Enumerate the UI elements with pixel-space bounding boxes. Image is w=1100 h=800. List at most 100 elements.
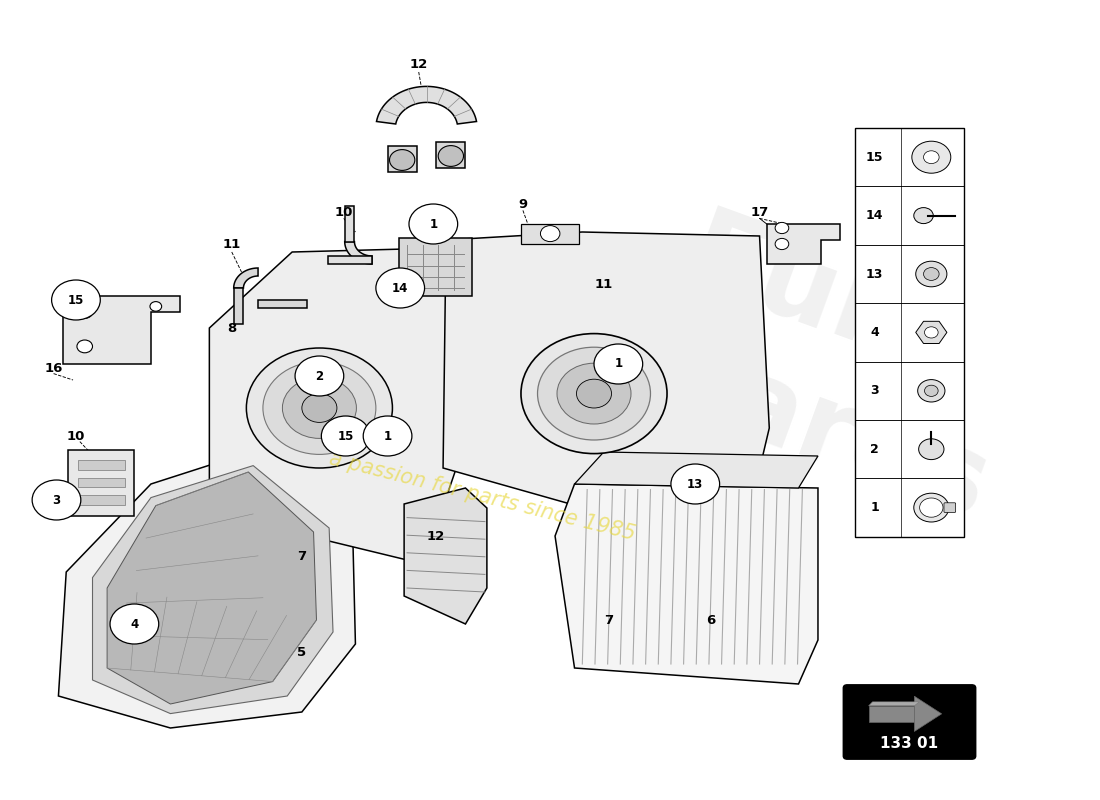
Circle shape (263, 362, 376, 454)
Text: 5: 5 (297, 646, 307, 658)
Polygon shape (914, 696, 942, 731)
Circle shape (77, 340, 92, 353)
Circle shape (110, 604, 158, 644)
Polygon shape (92, 466, 333, 714)
Polygon shape (78, 460, 124, 470)
Text: 9: 9 (518, 198, 528, 210)
Polygon shape (344, 206, 354, 242)
Text: 15: 15 (866, 150, 883, 164)
Circle shape (409, 204, 458, 244)
Text: 133 01: 133 01 (880, 736, 938, 751)
Circle shape (77, 306, 92, 318)
Text: 1: 1 (614, 358, 623, 370)
Circle shape (557, 363, 631, 424)
Polygon shape (869, 706, 914, 722)
Circle shape (246, 348, 393, 468)
Circle shape (776, 222, 789, 234)
Polygon shape (78, 495, 124, 505)
Polygon shape (855, 128, 964, 537)
Text: 3: 3 (870, 384, 879, 398)
Polygon shape (574, 452, 818, 488)
Circle shape (295, 356, 343, 396)
Circle shape (538, 347, 650, 440)
Polygon shape (233, 288, 243, 324)
Circle shape (920, 498, 943, 518)
FancyBboxPatch shape (944, 503, 956, 513)
Polygon shape (78, 478, 124, 487)
Circle shape (32, 480, 80, 520)
Text: 4: 4 (870, 326, 879, 339)
Polygon shape (521, 224, 580, 244)
Text: 15: 15 (68, 294, 84, 306)
Polygon shape (328, 256, 372, 264)
Text: 2: 2 (316, 370, 323, 382)
Text: 2: 2 (870, 442, 879, 456)
Polygon shape (404, 488, 487, 624)
Polygon shape (233, 268, 258, 288)
Circle shape (283, 378, 356, 438)
Text: 10: 10 (67, 430, 85, 442)
Circle shape (540, 226, 560, 242)
Polygon shape (768, 224, 840, 264)
Text: 17: 17 (750, 206, 769, 218)
Circle shape (917, 380, 945, 402)
Text: 7: 7 (297, 550, 307, 562)
Circle shape (321, 416, 370, 456)
Text: 6: 6 (706, 614, 715, 626)
Circle shape (376, 268, 425, 308)
Circle shape (914, 493, 949, 522)
Circle shape (924, 267, 939, 280)
Text: 4: 4 (130, 618, 139, 630)
Polygon shape (443, 232, 769, 552)
FancyBboxPatch shape (844, 685, 976, 759)
Polygon shape (58, 448, 355, 728)
Text: 1: 1 (429, 218, 438, 230)
Circle shape (776, 238, 789, 250)
Text: 13: 13 (688, 478, 703, 490)
Text: 12: 12 (409, 58, 428, 70)
Polygon shape (915, 322, 947, 343)
Polygon shape (387, 146, 417, 172)
Polygon shape (68, 450, 134, 516)
Polygon shape (107, 472, 317, 704)
Circle shape (52, 280, 100, 320)
Text: 14: 14 (866, 209, 883, 222)
Circle shape (924, 385, 938, 397)
Polygon shape (399, 238, 472, 296)
Circle shape (915, 261, 947, 286)
Circle shape (914, 208, 933, 223)
Circle shape (918, 438, 944, 459)
Circle shape (438, 146, 463, 166)
Text: 11: 11 (595, 278, 613, 290)
Circle shape (594, 344, 642, 384)
Text: 7: 7 (604, 614, 613, 626)
Polygon shape (258, 300, 307, 308)
Text: Euro
Spares: Euro Spares (561, 178, 1045, 542)
Polygon shape (556, 484, 818, 684)
Polygon shape (376, 86, 476, 124)
Circle shape (521, 334, 667, 454)
Circle shape (924, 151, 939, 164)
Text: 13: 13 (866, 267, 883, 281)
Text: 1: 1 (870, 501, 879, 514)
Circle shape (576, 379, 612, 408)
Circle shape (924, 326, 938, 338)
Circle shape (912, 141, 950, 174)
Polygon shape (344, 242, 372, 264)
Text: 3: 3 (53, 494, 60, 506)
Text: 1: 1 (384, 430, 392, 442)
Text: 8: 8 (227, 322, 236, 334)
Text: 10: 10 (334, 206, 353, 218)
Text: 11: 11 (222, 238, 241, 250)
Text: 12: 12 (426, 530, 444, 542)
Circle shape (363, 416, 411, 456)
Polygon shape (209, 248, 458, 564)
Text: 16: 16 (44, 362, 63, 374)
Circle shape (150, 302, 162, 311)
Text: a passion for parts since 1985: a passion for parts since 1985 (327, 448, 637, 544)
Polygon shape (869, 702, 920, 706)
Text: 14: 14 (392, 282, 408, 294)
Circle shape (389, 150, 415, 170)
Text: 15: 15 (338, 430, 354, 442)
Circle shape (301, 394, 337, 422)
